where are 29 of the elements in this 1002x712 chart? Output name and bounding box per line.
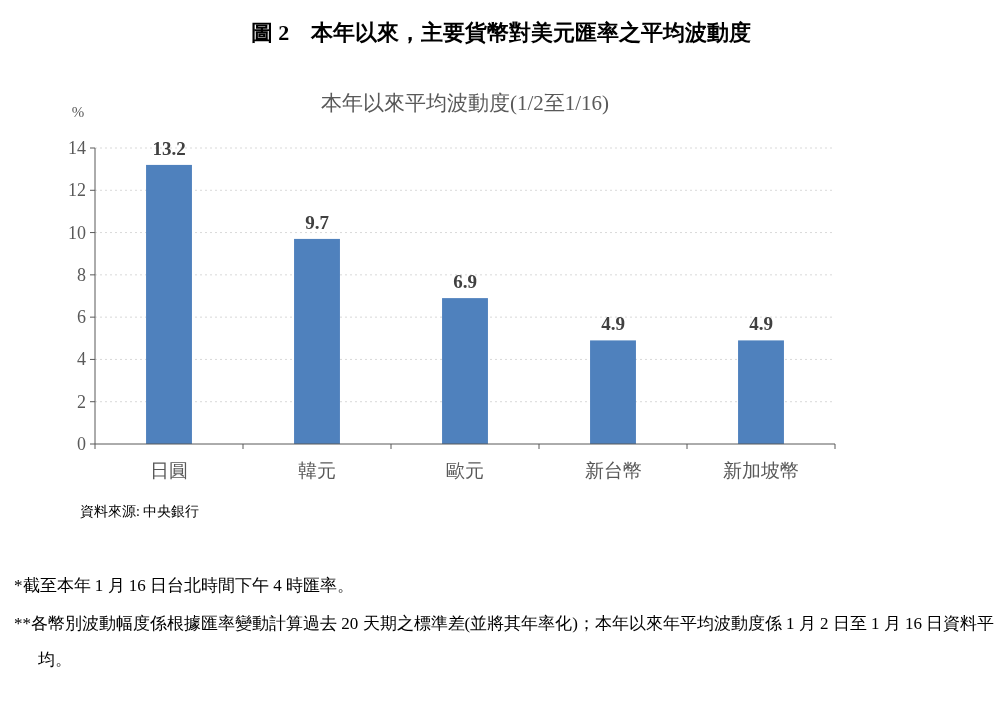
text: **各幣別波動幅度係根據匯率變動計算過去 20 天期之標準差(並將其年率化)；本年以來年平均波動度係 1 月 2 日至 1 月 16 日資料平均。 bbox=[14, 613, 996, 671]
x-tick-label: 新台幣 bbox=[584, 460, 642, 481]
data-label: 4.9 bbox=[601, 313, 625, 335]
bar bbox=[738, 340, 784, 444]
source-note: 資料來源: 中央銀行 bbox=[80, 503, 201, 521]
data-label: 13.2 bbox=[152, 137, 186, 159]
x-tick-label: 歐元 bbox=[446, 460, 484, 481]
y-tick-label: 8 bbox=[77, 264, 86, 285]
data-label: 9.7 bbox=[305, 211, 330, 233]
data-label: 4.9 bbox=[749, 313, 773, 335]
y-tick-label: 10 bbox=[68, 222, 86, 243]
x-tick-label: 日圓 bbox=[150, 460, 188, 481]
x-tick-label: 韓元 bbox=[298, 460, 336, 481]
x-tick-label: 新加坡幣 bbox=[723, 460, 799, 481]
chart-title: 圖 2 本年以來，主要貨幣對美元匯率之平均波動度 bbox=[249, 19, 753, 47]
y-axis-title: % bbox=[71, 104, 85, 120]
y-tick-label: 6 bbox=[77, 307, 86, 328]
bar bbox=[294, 238, 340, 444]
bar bbox=[146, 164, 192, 444]
data-label: 6.9 bbox=[453, 271, 477, 293]
chart-subtitle: 本年以來平均波動度(1/2至1/16) bbox=[320, 91, 610, 115]
y-tick-label: 4 bbox=[77, 349, 86, 370]
y-tick-label: 12 bbox=[68, 180, 86, 201]
y-tick-label: 0 bbox=[77, 434, 86, 454]
bar bbox=[442, 298, 488, 444]
y-tick-label: 2 bbox=[77, 391, 86, 412]
y-tick-label: 14 bbox=[68, 138, 86, 158]
text: *截至本年 1 月 16 日台北時間下午 4 時匯率。 bbox=[14, 575, 355, 597]
bar bbox=[590, 340, 636, 444]
